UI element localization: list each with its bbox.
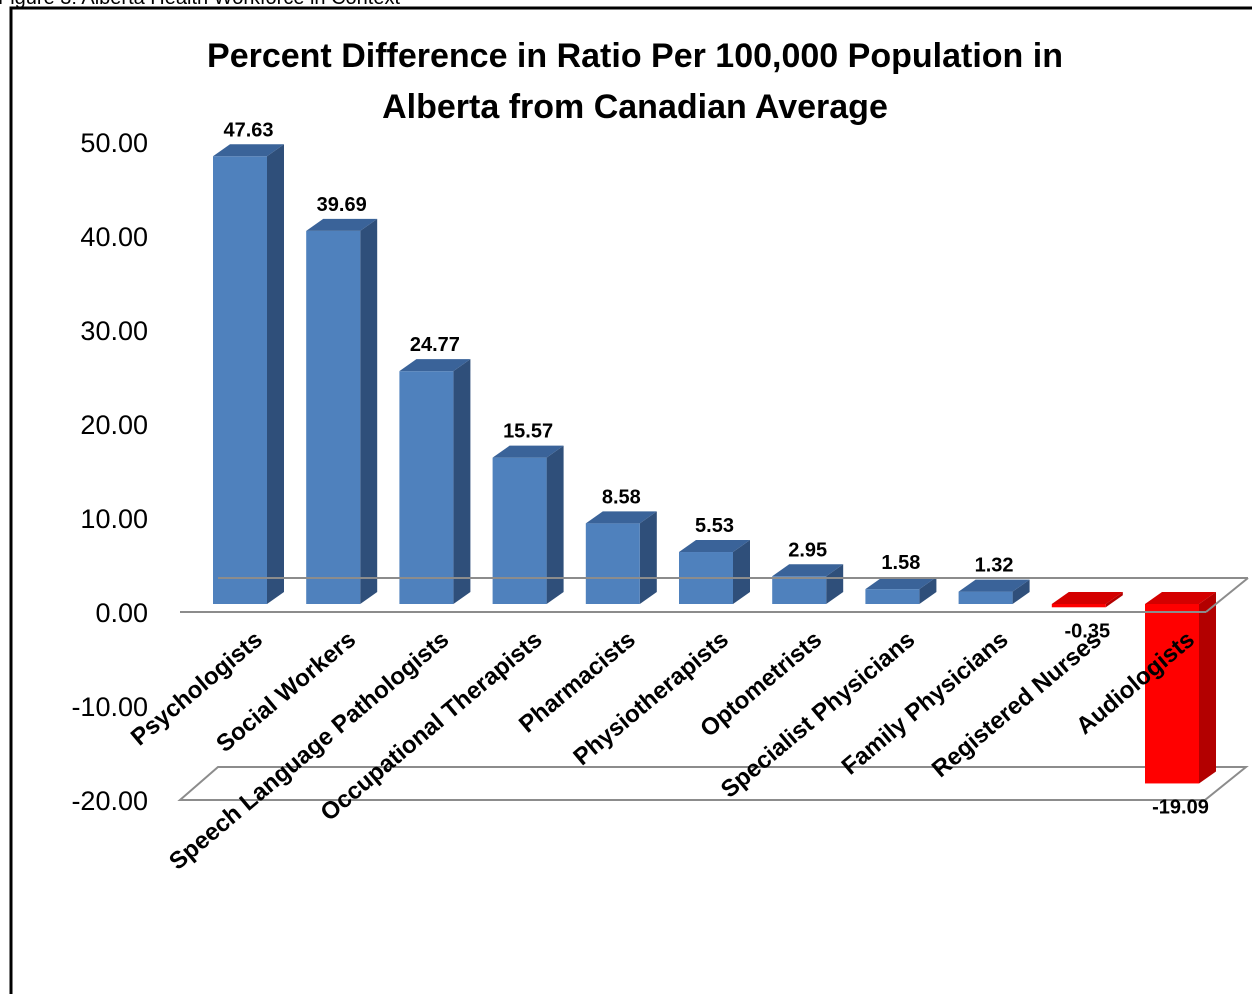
bar-front xyxy=(306,230,361,604)
figure-caption: Figure 3: Alberta Health Workforce in Co… xyxy=(0,0,400,9)
data-label: 1.32 xyxy=(975,555,1014,577)
data-label: -0.35 xyxy=(1065,620,1111,642)
bar-side xyxy=(826,564,844,604)
y-tick-label: 0.00 xyxy=(95,598,148,628)
bar-4 xyxy=(585,511,657,604)
bar-2 xyxy=(399,359,471,604)
bar-side xyxy=(1105,592,1123,608)
zero-plane xyxy=(180,577,1249,613)
bar-front xyxy=(585,523,640,604)
y-tick-label: -20.00 xyxy=(71,786,148,816)
bar-front xyxy=(958,591,1013,604)
y-tick-label: 20.00 xyxy=(80,410,148,440)
data-label: 5.53 xyxy=(695,515,734,537)
floor-outline xyxy=(177,766,1249,801)
bar-front xyxy=(1051,604,1106,608)
floor-plane xyxy=(177,766,1249,801)
data-label: 8.58 xyxy=(602,486,641,508)
category-label: Registered Nurses xyxy=(927,626,1107,783)
y-tick-label: -10.00 xyxy=(71,692,148,722)
data-label: 39.69 xyxy=(317,194,367,216)
bar-side xyxy=(639,511,657,604)
bar-side xyxy=(919,577,937,604)
data-label: 2.95 xyxy=(788,539,827,561)
bar-front xyxy=(399,371,454,604)
bar-side xyxy=(267,144,284,604)
bar-front xyxy=(865,589,920,604)
chart-title-line-2: Alberta from Canadian Average xyxy=(382,88,888,126)
bar-front xyxy=(492,457,547,604)
bar-3 xyxy=(492,445,564,604)
bar-top xyxy=(213,144,284,157)
bar-front xyxy=(1145,604,1199,784)
bar-side xyxy=(733,540,750,604)
data-label: -19.09 xyxy=(1152,796,1209,818)
bar-6 xyxy=(772,564,844,604)
y-axis-ticks: 50.00 40.00 30.00 20.00 10.00 0.00 -10.00 -20.0… xyxy=(71,128,148,816)
bar-side xyxy=(1199,592,1216,784)
chart-title-line-1: Percent Difference in Ratio Per 100,000 … xyxy=(207,37,1063,75)
bar-top xyxy=(492,445,564,458)
bar-top xyxy=(585,511,657,524)
bar-top xyxy=(679,540,750,553)
bar-side xyxy=(453,359,471,604)
category-label: Family Physicians xyxy=(837,626,1014,780)
bar-front xyxy=(213,156,267,604)
bar-9 xyxy=(1051,592,1123,608)
data-labels: 47.63 39.69 24.77 15.57 8.58 5.53 2.95 1.58 1.32… xyxy=(223,119,1208,818)
bar-top xyxy=(306,218,378,231)
bar-top xyxy=(865,577,937,590)
data-label: 47.63 xyxy=(223,119,273,141)
chart-frame xyxy=(9,6,1252,994)
y-tick-label: 30.00 xyxy=(80,316,148,346)
bar-side xyxy=(546,445,564,604)
zero-line-depth xyxy=(1205,577,1249,613)
data-label: 15.57 xyxy=(503,421,553,443)
y-tick-label: 50.00 xyxy=(80,128,148,158)
bar-side xyxy=(360,218,378,604)
bar-7 xyxy=(865,577,937,604)
bar-top xyxy=(1051,592,1123,604)
bar-top xyxy=(399,359,471,372)
bar-top xyxy=(772,564,844,577)
data-label: 1.58 xyxy=(881,552,920,574)
bar-0 xyxy=(213,144,284,604)
category-label: Physiotherapists xyxy=(568,626,734,771)
y-tick-label: 40.00 xyxy=(80,222,148,252)
data-label: 24.77 xyxy=(410,334,460,356)
bar-top xyxy=(958,579,1030,592)
bar-8 xyxy=(958,579,1030,604)
bar-10 xyxy=(1145,592,1216,784)
y-tick-label: 10.00 xyxy=(80,504,148,534)
bar-1 xyxy=(306,218,378,604)
bar-5 xyxy=(679,540,750,604)
bar-side xyxy=(1012,579,1030,604)
bar-top xyxy=(1145,592,1216,604)
bar-front xyxy=(772,576,827,604)
